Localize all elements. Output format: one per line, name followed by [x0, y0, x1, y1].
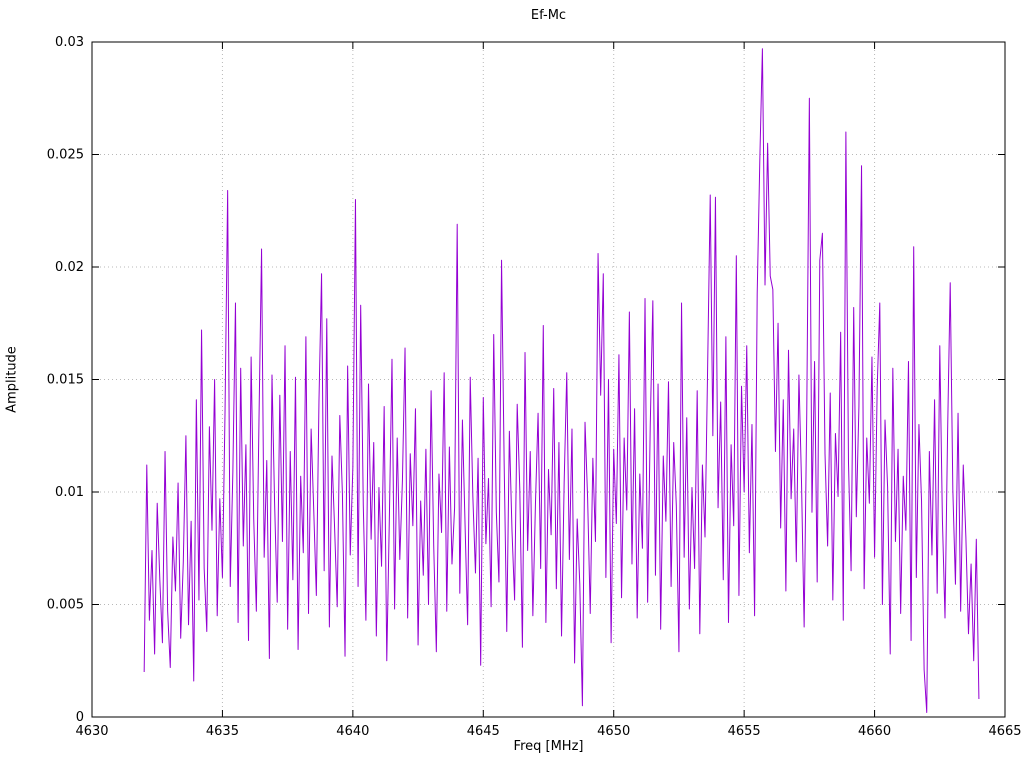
x-tick-label: 4650: [597, 724, 630, 739]
x-tick-label: 4645: [467, 724, 500, 739]
y-tick-label: 0.015: [47, 373, 84, 388]
y-tick-label: 0.005: [47, 598, 84, 613]
x-tick-label: 4655: [728, 724, 761, 739]
spectrum-line: [143, 48, 980, 713]
y-tick-label: 0.02: [55, 260, 84, 275]
x-axis-label: Freq [MHz]: [513, 739, 584, 754]
y-tick-label: 0: [76, 710, 84, 725]
y-tick-label: 0.025: [47, 148, 84, 163]
y-tick-label: 0.01: [55, 485, 84, 500]
x-tick-label: 4635: [206, 724, 239, 739]
data-series: [143, 48, 980, 713]
chart-title: Ef-Mc: [530, 8, 567, 23]
x-tick-label: 4630: [75, 724, 108, 739]
tick-labels: 4630 4635 4640 4645 4650 4655 4660 4665 0 0.005 0.…: [47, 35, 1022, 739]
y-tick-label: 0.03: [55, 35, 84, 50]
x-tick-label: 4640: [336, 724, 369, 739]
x-tick-label: 4660: [858, 724, 891, 739]
tick-marks: [91, 41, 1006, 718]
y-axis-label: Amplitude: [4, 346, 20, 413]
x-tick-label: 4665: [988, 724, 1021, 739]
